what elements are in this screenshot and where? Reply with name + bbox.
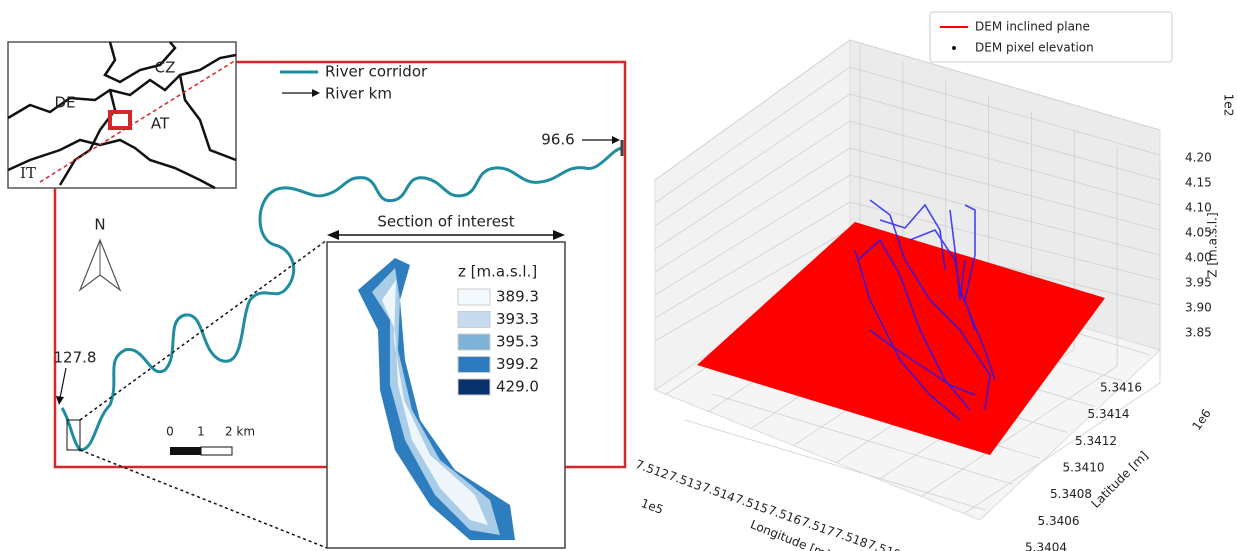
legend-label: 393.3 bbox=[496, 310, 539, 328]
z-tick-label: 3.90 bbox=[1185, 301, 1212, 315]
scale-segment bbox=[170, 447, 201, 455]
legend-3d: DEM inclined plane DEM pixel elevation bbox=[930, 12, 1172, 62]
scale-bar: 0 1 2 km bbox=[166, 425, 255, 456]
x-tick-label: 7.518 bbox=[832, 526, 869, 551]
plot-3d: DEM inclined plane DEM pixel elevation 4… bbox=[634, 12, 1236, 551]
legend-swatch bbox=[458, 312, 490, 328]
y-axis-label: Latitude [m] bbox=[1088, 448, 1150, 510]
legend-label: 399.2 bbox=[496, 355, 539, 373]
y-tick-label: 5.3416 bbox=[1100, 381, 1142, 395]
overview-frame bbox=[8, 42, 236, 188]
x-tick-label: 7.515 bbox=[733, 491, 770, 516]
river-km-arrow-head bbox=[612, 136, 620, 144]
section-inset: Section of interest z [m.a.s.l.] 389.3 39… bbox=[327, 213, 565, 549]
x-tick-label: 7.517 bbox=[799, 514, 836, 539]
scale-label: 1 bbox=[197, 425, 205, 439]
legend-swatch bbox=[458, 379, 490, 395]
zoom-line bbox=[80, 450, 327, 548]
legend-label: 395.3 bbox=[496, 333, 539, 351]
y-tick-label: 5.3414 bbox=[1088, 407, 1130, 421]
y-tick-label: 5.3412 bbox=[1075, 434, 1117, 448]
scale-segment bbox=[201, 447, 232, 455]
y-tick-label: 5.3404 bbox=[1025, 541, 1067, 551]
legend-label: River km bbox=[325, 85, 392, 103]
country-label: IT bbox=[20, 164, 36, 182]
z-axis-label: Z [m.a.s.l.] bbox=[1206, 212, 1220, 277]
north-arrow: N bbox=[80, 216, 120, 291]
y-offset: 1e6 bbox=[1189, 406, 1213, 433]
z-offset: 1e2 bbox=[1222, 94, 1236, 117]
z-tick-label: 4.15 bbox=[1185, 176, 1212, 190]
x-tick-label: 7.513 bbox=[667, 469, 704, 494]
legend-label: DEM pixel elevation bbox=[975, 41, 1094, 55]
scale-label: 2 km bbox=[225, 425, 255, 439]
legend-swatch bbox=[458, 289, 490, 305]
legend-swatch bbox=[458, 334, 490, 350]
x-tick-label: 7.519 bbox=[866, 537, 903, 551]
legend-label: DEM inclined plane bbox=[975, 20, 1090, 34]
country-label: CZ bbox=[155, 59, 176, 77]
legend-label: River corridor bbox=[325, 63, 428, 81]
map-legend: River corridor River km bbox=[280, 63, 428, 103]
z-tick-label: 4.20 bbox=[1185, 151, 1212, 165]
overview-map: CZ DE AT IT bbox=[8, 42, 236, 188]
legend-arrow-head bbox=[312, 89, 320, 97]
legend-label: 429.0 bbox=[496, 378, 539, 396]
river-km-label: 127.8 bbox=[54, 349, 97, 367]
y-tick-label: 5.3406 bbox=[1038, 514, 1080, 528]
legend-label: 389.3 bbox=[496, 288, 539, 306]
river-km-arrow bbox=[60, 368, 66, 398]
legend-dot bbox=[952, 46, 956, 50]
x-offset: 1e5 bbox=[639, 496, 665, 517]
legend-swatch bbox=[458, 357, 490, 373]
figure: CZ DE AT IT River corridor River km 96.6… bbox=[0, 0, 1237, 551]
country-label: DE bbox=[54, 94, 75, 112]
section-title: Section of interest bbox=[377, 213, 514, 231]
country-label: AT bbox=[151, 115, 170, 133]
river-km-label: 96.6 bbox=[541, 131, 574, 149]
z-tick-label: 3.85 bbox=[1185, 326, 1212, 340]
zoom-line bbox=[80, 240, 327, 420]
north-label: N bbox=[94, 216, 105, 234]
y-tick-label: 5.3408 bbox=[1050, 487, 1092, 501]
x-tick-label: 7.512 bbox=[634, 457, 671, 482]
scale-label: 0 bbox=[166, 425, 174, 439]
x-tick-label: 7.514 bbox=[700, 480, 737, 505]
river-km-arrow-head bbox=[56, 396, 64, 405]
y-tick-label: 5.3410 bbox=[1063, 461, 1105, 475]
legend-title: z [m.a.s.l.] bbox=[458, 263, 537, 281]
